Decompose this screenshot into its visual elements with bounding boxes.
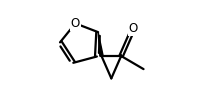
Text: O: O — [129, 22, 138, 35]
Polygon shape — [98, 32, 103, 56]
Text: O: O — [71, 17, 80, 30]
